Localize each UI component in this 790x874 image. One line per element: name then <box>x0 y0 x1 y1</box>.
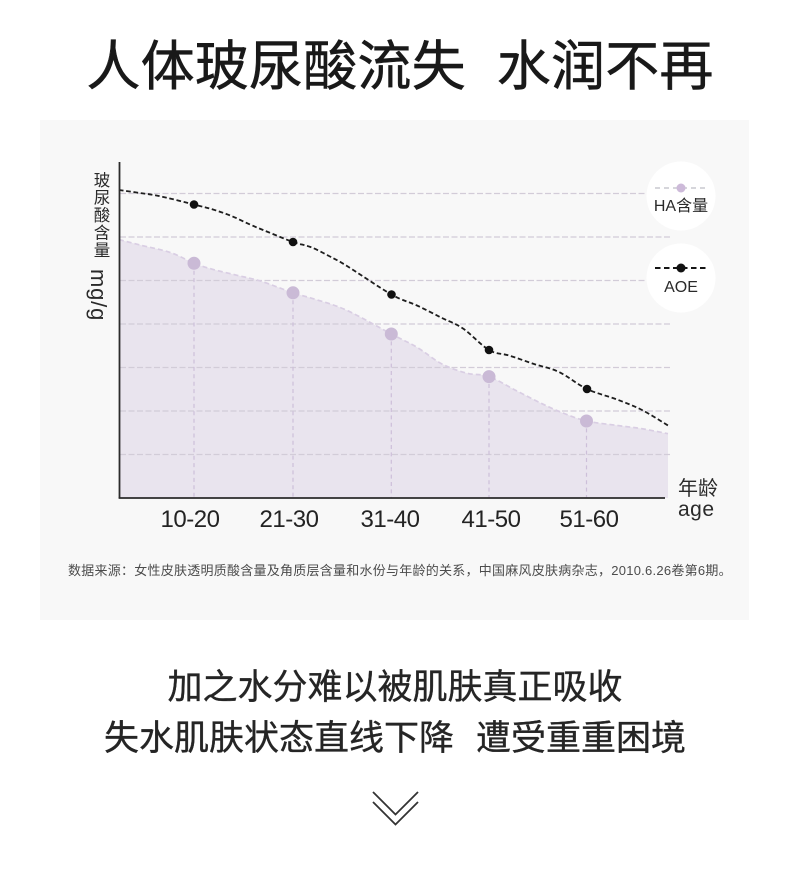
svg-text:age: age <box>678 498 715 521</box>
svg-text:mg/g: mg/g <box>86 269 111 321</box>
svg-text:21-30: 21-30 <box>260 506 319 533</box>
svg-text:51-60: 51-60 <box>560 506 619 533</box>
svg-text:41-50: 41-50 <box>462 506 521 533</box>
svg-text:10-20: 10-20 <box>161 506 220 533</box>
svg-text:HA含量: HA含量 <box>654 197 708 215</box>
svg-text:31-40: 31-40 <box>361 506 420 533</box>
svg-text:玻尿酸含量: 玻尿酸含量 <box>91 171 110 259</box>
svg-text:AOE: AOE <box>664 279 698 296</box>
svg-text:年龄: 年龄 <box>678 477 718 500</box>
